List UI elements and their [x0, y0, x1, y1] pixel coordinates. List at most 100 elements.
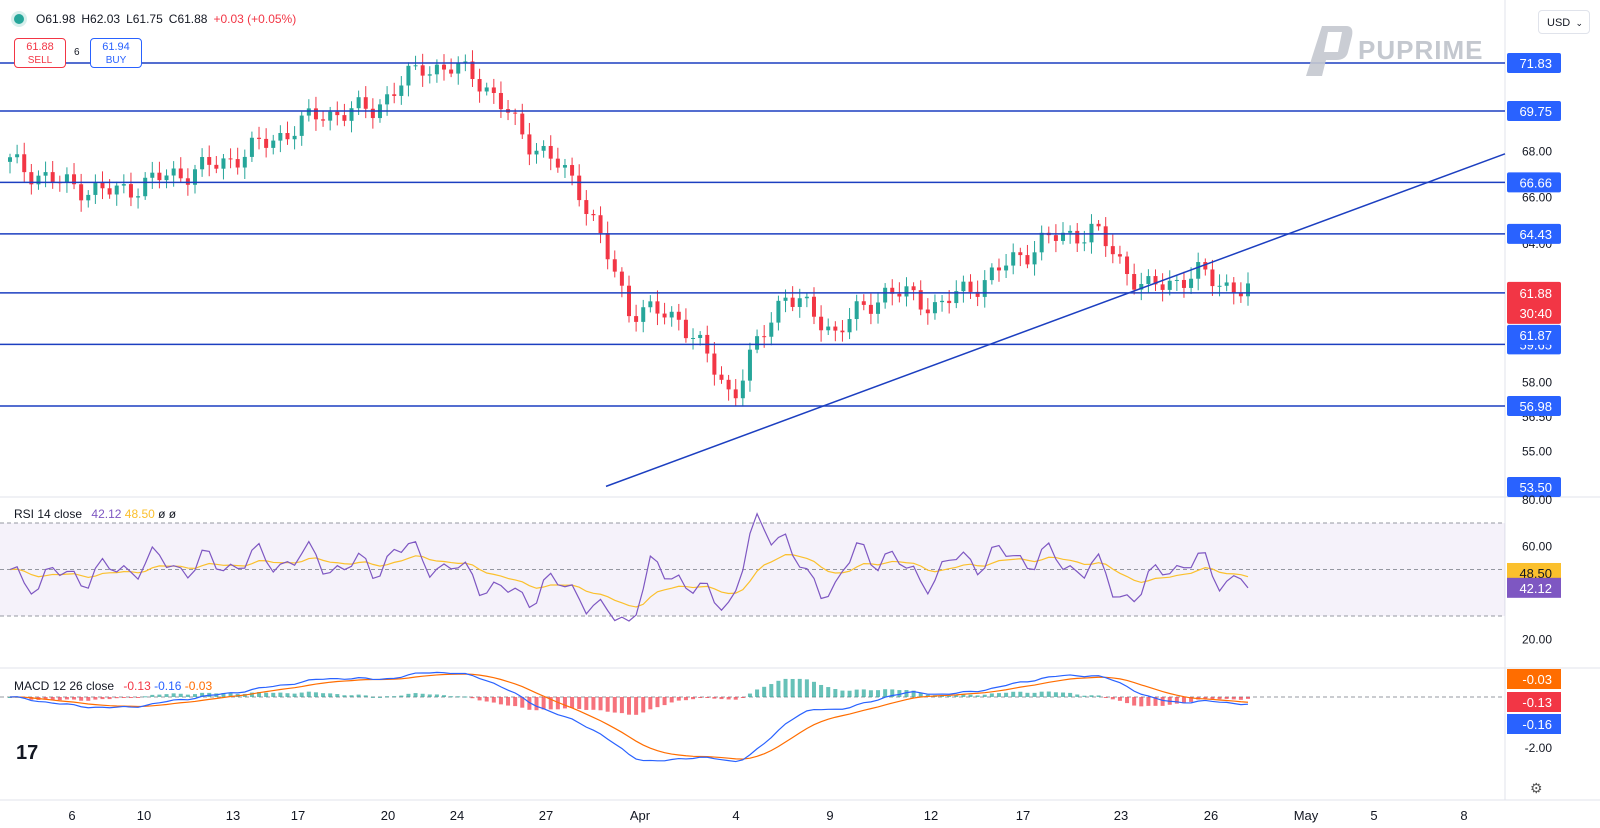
macd-hist-bar — [1089, 695, 1094, 697]
candle-bull — [1082, 242, 1087, 244]
macd-hist-value: -0.13 — [123, 679, 151, 693]
macd-signal-line — [9, 673, 1249, 760]
macd-hist-bar — [498, 697, 503, 705]
trendline[interactable] — [605, 153, 1506, 488]
ohlc-high: H62.03 — [81, 12, 121, 26]
macd-hist-bar — [128, 697, 133, 698]
macd-hist-bar — [427, 694, 432, 697]
candle-bear — [363, 97, 368, 109]
macd-hist-bar — [1153, 697, 1158, 706]
buy-price: 61.94 — [102, 41, 130, 53]
macd-hist-bar — [157, 694, 162, 697]
price-axis[interactable]: 68.0066.0064.0058.0056.5055.0071.8369.75… — [1507, 53, 1561, 755]
candle-bear — [335, 111, 340, 116]
macd-hist-bar — [719, 697, 724, 700]
candle-bull — [989, 267, 994, 281]
candle-bull — [641, 307, 646, 322]
candle-bull — [64, 174, 69, 183]
candle-bear — [235, 159, 240, 168]
candle-bull — [121, 184, 126, 186]
brand-name: PUPRIME — [1358, 34, 1484, 65]
macd-hist-bar — [790, 678, 795, 697]
macd-hist-bar — [634, 697, 639, 715]
candle-bull — [691, 337, 696, 339]
candle-bull — [1224, 282, 1229, 286]
level-price-badge — [1507, 223, 1561, 244]
macd-hist-bar — [79, 697, 84, 701]
macd-hist-bar — [797, 678, 802, 697]
time-tick-label: 12 — [924, 808, 938, 823]
candlestick-series — [8, 50, 1250, 407]
candle-bull — [299, 115, 304, 136]
rsi-extra: ø ø — [158, 507, 177, 521]
candle-bear — [342, 115, 347, 121]
macd-hist-bar — [171, 693, 176, 697]
settings-gear-icon[interactable]: ⚙ — [1530, 780, 1543, 796]
candle-bear — [975, 291, 980, 297]
macd-hist-bar — [662, 697, 667, 706]
macd-hist-bar — [456, 696, 461, 698]
candle-bear — [726, 379, 731, 390]
tradingview-logo-icon[interactable]: 17 — [16, 742, 39, 764]
macd-hist-bar — [442, 695, 447, 697]
macd-hist-bar — [897, 690, 902, 697]
macd-hist-bar — [335, 694, 340, 697]
macd-hist-bar — [555, 697, 560, 710]
macd-hist-bar — [570, 697, 575, 709]
candle-bull — [982, 280, 987, 297]
macd-hist-bar — [228, 693, 233, 697]
buy-button[interactable]: 61.94 BUY — [90, 38, 142, 68]
macd-line-value: -0.16 — [154, 679, 182, 693]
macd-hist-bar — [1018, 691, 1023, 697]
sell-button[interactable]: 61.88 SELL — [14, 38, 66, 68]
candle-bear — [911, 286, 916, 291]
macd-hist-bar — [470, 697, 475, 699]
candle-bull — [1217, 285, 1222, 287]
macd-hist-bar — [1132, 697, 1137, 706]
candle-bear — [392, 94, 397, 96]
time-axis[interactable]: 6 10 13 17 20 24 27 Apr 4 9 12 17 23 26 May 5 8 — [68, 808, 1467, 823]
candle-bear — [214, 164, 219, 169]
macd-hist-bar — [249, 692, 254, 697]
time-tick-label: 20 — [381, 808, 395, 823]
macd-hist-bar — [1039, 691, 1044, 697]
currency-selector[interactable]: USD ⌄ — [1538, 10, 1590, 34]
candle-bear — [634, 316, 639, 322]
ask-price-badge — [1507, 324, 1561, 345]
level-price-badge — [1507, 396, 1561, 416]
macd-hist-bar — [313, 692, 318, 697]
candle-bull — [406, 65, 411, 86]
macd-hist-bar — [641, 697, 646, 713]
macd-hist-bar — [221, 693, 226, 697]
macd-hist-bar — [982, 694, 987, 697]
macd-hist-bar — [399, 695, 404, 697]
macd-hist-bar — [883, 689, 888, 697]
macd-hist-bar — [947, 695, 952, 697]
ohlc-legend: O61.98 H62.03 L61.75 C61.88 +0.03 (+0.05… — [14, 12, 296, 26]
candle-bear — [1203, 262, 1208, 270]
macd-hist-bar — [93, 697, 98, 700]
macd-hist-bar — [1061, 692, 1066, 697]
price-tick-label: 66.00 — [1522, 191, 1552, 205]
candle-bull — [413, 65, 418, 67]
macd-hist-bar — [655, 697, 660, 708]
candle-bull — [456, 62, 461, 74]
candle-bear — [470, 61, 475, 80]
macd-hist-bar — [826, 687, 831, 697]
macd-hist-bar — [520, 697, 525, 708]
macd-hist-bar — [605, 697, 610, 712]
macd-hist-bar — [1082, 695, 1087, 697]
macd-hist-bar — [1181, 697, 1186, 704]
macd-hist-bar — [627, 697, 631, 715]
candle-bull — [747, 349, 752, 381]
candle-bull — [1167, 280, 1172, 290]
macd-name: MACD 12 26 close — [14, 679, 115, 693]
time-tick-label: 5 — [1370, 808, 1377, 823]
candle-bear — [676, 311, 681, 320]
candle-bull — [356, 97, 361, 109]
candle-bull — [740, 380, 745, 399]
macd-hist-bar — [150, 694, 155, 697]
macd-hist-bar — [420, 693, 425, 697]
candle-bull — [385, 94, 390, 105]
